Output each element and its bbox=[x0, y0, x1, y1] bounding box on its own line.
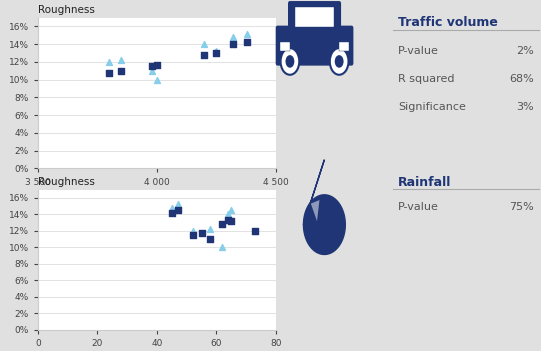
Text: Roughness: Roughness bbox=[38, 5, 95, 15]
X-axis label: Traffic volume (AADT): Traffic volume (AADT) bbox=[97, 192, 217, 202]
Text: Significance: Significance bbox=[398, 102, 466, 112]
Point bbox=[148, 64, 156, 69]
Polygon shape bbox=[304, 160, 345, 254]
Point bbox=[251, 228, 260, 234]
Polygon shape bbox=[311, 200, 319, 221]
Point bbox=[168, 210, 176, 216]
Legend: Roughness, Predicted Roughness: Roughness, Predicted Roughness bbox=[54, 212, 236, 228]
FancyBboxPatch shape bbox=[280, 42, 290, 51]
Point bbox=[168, 205, 176, 211]
Text: Roughness: Roughness bbox=[38, 177, 95, 187]
Text: Traffic volume: Traffic volume bbox=[398, 16, 498, 29]
Point bbox=[243, 31, 252, 37]
Point bbox=[212, 50, 221, 56]
Point bbox=[105, 59, 114, 65]
Point bbox=[206, 226, 215, 232]
Point bbox=[243, 39, 252, 44]
Text: 68%: 68% bbox=[509, 74, 533, 84]
Point bbox=[197, 231, 206, 236]
Point bbox=[188, 228, 197, 234]
Point bbox=[224, 212, 233, 217]
Point bbox=[224, 217, 233, 223]
Circle shape bbox=[281, 48, 299, 75]
Point bbox=[251, 228, 260, 234]
FancyBboxPatch shape bbox=[289, 2, 340, 33]
Point bbox=[212, 48, 221, 54]
Text: P-value: P-value bbox=[398, 202, 439, 212]
Point bbox=[117, 68, 126, 74]
Point bbox=[153, 77, 161, 82]
FancyBboxPatch shape bbox=[276, 26, 353, 65]
Point bbox=[117, 57, 126, 63]
Point bbox=[227, 207, 236, 213]
Point bbox=[200, 52, 209, 58]
Text: 75%: 75% bbox=[509, 202, 533, 212]
Text: 3%: 3% bbox=[516, 102, 533, 112]
Point bbox=[200, 41, 209, 47]
Point bbox=[218, 245, 227, 250]
Point bbox=[153, 62, 161, 67]
Circle shape bbox=[330, 48, 348, 75]
Point bbox=[229, 41, 237, 47]
Point bbox=[188, 232, 197, 238]
Text: R squared: R squared bbox=[398, 74, 455, 84]
FancyBboxPatch shape bbox=[339, 42, 349, 51]
Circle shape bbox=[335, 55, 344, 68]
Point bbox=[206, 236, 215, 242]
Point bbox=[218, 221, 227, 227]
Text: 2%: 2% bbox=[516, 46, 533, 55]
Point bbox=[229, 34, 237, 40]
FancyBboxPatch shape bbox=[295, 7, 334, 27]
Circle shape bbox=[286, 55, 294, 68]
Text: P-value: P-value bbox=[398, 46, 439, 55]
Point bbox=[173, 207, 182, 213]
Point bbox=[105, 70, 114, 75]
Point bbox=[227, 218, 236, 224]
Point bbox=[148, 68, 156, 74]
Text: Rainfall: Rainfall bbox=[398, 176, 452, 188]
Point bbox=[173, 201, 182, 207]
